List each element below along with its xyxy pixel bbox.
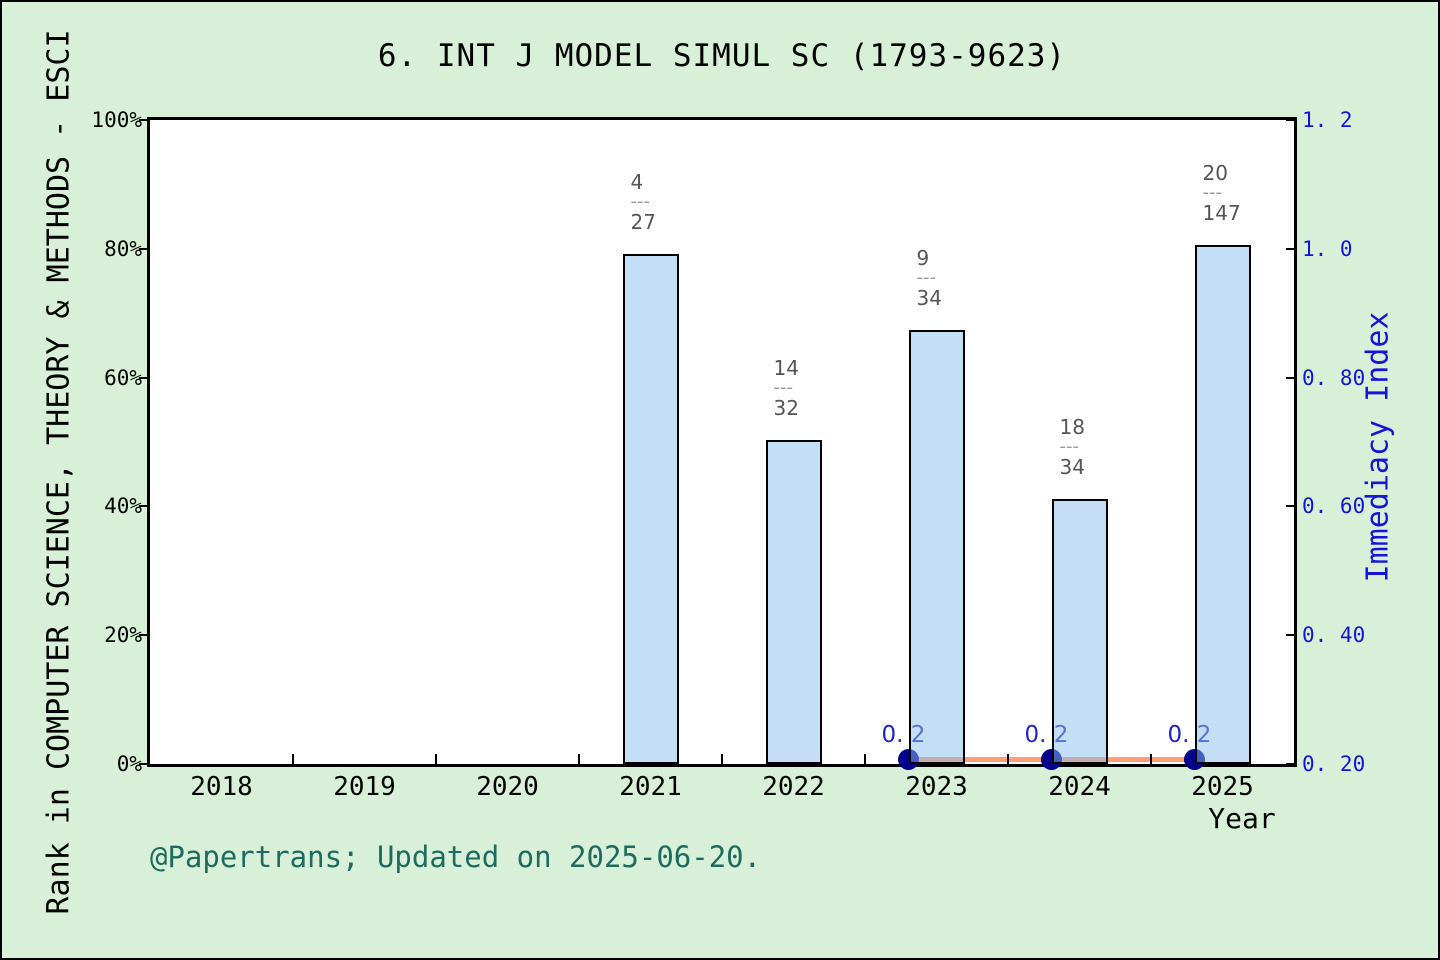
y-tick-label-right: 1. 0 <box>1302 236 1353 261</box>
x-tick-label: 2023 <box>905 772 968 802</box>
left-axis-title: Rank in COMPUTER SCIENCE, THEORY & METHO… <box>41 29 77 915</box>
immediacy-value-prefix: 0. <box>1024 722 1054 748</box>
x-axis-title: Year <box>1208 802 1276 835</box>
fraction-divider: --- <box>630 190 651 212</box>
x-tick-label: 2022 <box>762 772 825 802</box>
x-minor-tick <box>1007 754 1009 764</box>
fraction-divider: --- <box>916 266 937 288</box>
y-tick-mark-right <box>1286 376 1294 379</box>
y-tick-mark-left <box>139 634 147 637</box>
x-minor-tick <box>864 754 866 764</box>
y-tick-mark-left <box>139 376 147 379</box>
fraction-numerator: 4 <box>630 169 644 194</box>
y-tick-mark-right <box>1286 505 1294 508</box>
fraction-label: 9 --- 34 <box>917 246 942 310</box>
y-tick-label-left: 40% <box>104 494 142 519</box>
x-tick-label: 2019 <box>333 772 396 802</box>
x-tick-label: 2018 <box>190 772 253 802</box>
fraction-divider: --- <box>773 377 794 399</box>
immediacy-value-prefix: 0. <box>1167 722 1197 748</box>
x-minor-tick <box>578 754 580 764</box>
y-tick-mark-left <box>139 505 147 508</box>
y-tick-label-left: 80% <box>104 236 142 261</box>
footer-credit: @Papertrans; Updated on 2025-06-20. <box>150 840 762 874</box>
fraction-denominator: 32 <box>773 396 799 421</box>
y-tick-mark-right <box>1286 634 1294 637</box>
bar <box>765 440 822 764</box>
fraction-divider: --- <box>1059 436 1080 458</box>
plot-area: 0. 20. 20. 24---2714---329---3418---3420… <box>147 117 1297 770</box>
y-tick-label-right: 0. 80 <box>1302 365 1366 390</box>
y-tick-label-right: 1. 2 <box>1302 108 1353 132</box>
bar <box>1194 244 1251 764</box>
fraction-denominator: 34 <box>916 285 942 310</box>
bar <box>908 329 965 764</box>
y-tick-mark-right <box>1286 763 1294 765</box>
fraction-numerator: 18 <box>1059 415 1085 440</box>
x-minor-tick <box>292 754 294 764</box>
right-axis-title: Immediacy Index <box>1360 311 1396 583</box>
y-tick-mark-left <box>139 247 147 250</box>
y-tick-label-right: 0. 40 <box>1302 623 1366 648</box>
y-tick-label-right: 0. 60 <box>1302 494 1366 519</box>
fraction-label: 14 --- 32 <box>774 356 799 420</box>
y-tick-mark-left <box>139 763 147 765</box>
immediacy-value-prefix: 0. <box>881 722 911 748</box>
y-tick-label-left: 60% <box>104 365 142 390</box>
y-tick-label-right: 0. 20 <box>1302 752 1366 776</box>
y-tick-mark-right <box>1286 119 1294 121</box>
y-tick-mark-right <box>1286 247 1294 250</box>
bar <box>1051 499 1108 764</box>
fraction-denominator: 147 <box>1202 200 1241 225</box>
y-tick-mark-left <box>139 119 147 121</box>
x-tick-label: 2020 <box>476 772 539 802</box>
x-minor-tick <box>435 754 437 764</box>
x-minor-tick <box>721 754 723 764</box>
fraction-label: 20 --- 147 <box>1203 161 1241 225</box>
y-tick-label-left: 20% <box>104 623 142 648</box>
fraction-denominator: 34 <box>1059 455 1085 480</box>
fraction-label: 4 --- 27 <box>631 170 656 234</box>
x-minor-tick <box>1150 754 1152 764</box>
fraction-denominator: 27 <box>630 209 656 234</box>
x-tick-label: 2024 <box>1048 772 1111 802</box>
y-tick-label-left: 100% <box>91 108 142 132</box>
fraction-numerator: 9 <box>916 245 930 270</box>
y-tick-label-left: 0% <box>116 752 142 776</box>
x-tick-label: 2025 <box>1191 772 1254 802</box>
chart-title: 6. INT J MODEL SIMUL SC (1793-9623) <box>377 38 1067 74</box>
fraction-numerator: 20 <box>1202 160 1228 185</box>
fraction-divider: --- <box>1202 181 1223 203</box>
fraction-numerator: 14 <box>773 356 799 381</box>
fraction-label: 18 --- 34 <box>1060 415 1085 479</box>
bar <box>622 253 679 764</box>
x-tick-label: 2021 <box>619 772 682 802</box>
